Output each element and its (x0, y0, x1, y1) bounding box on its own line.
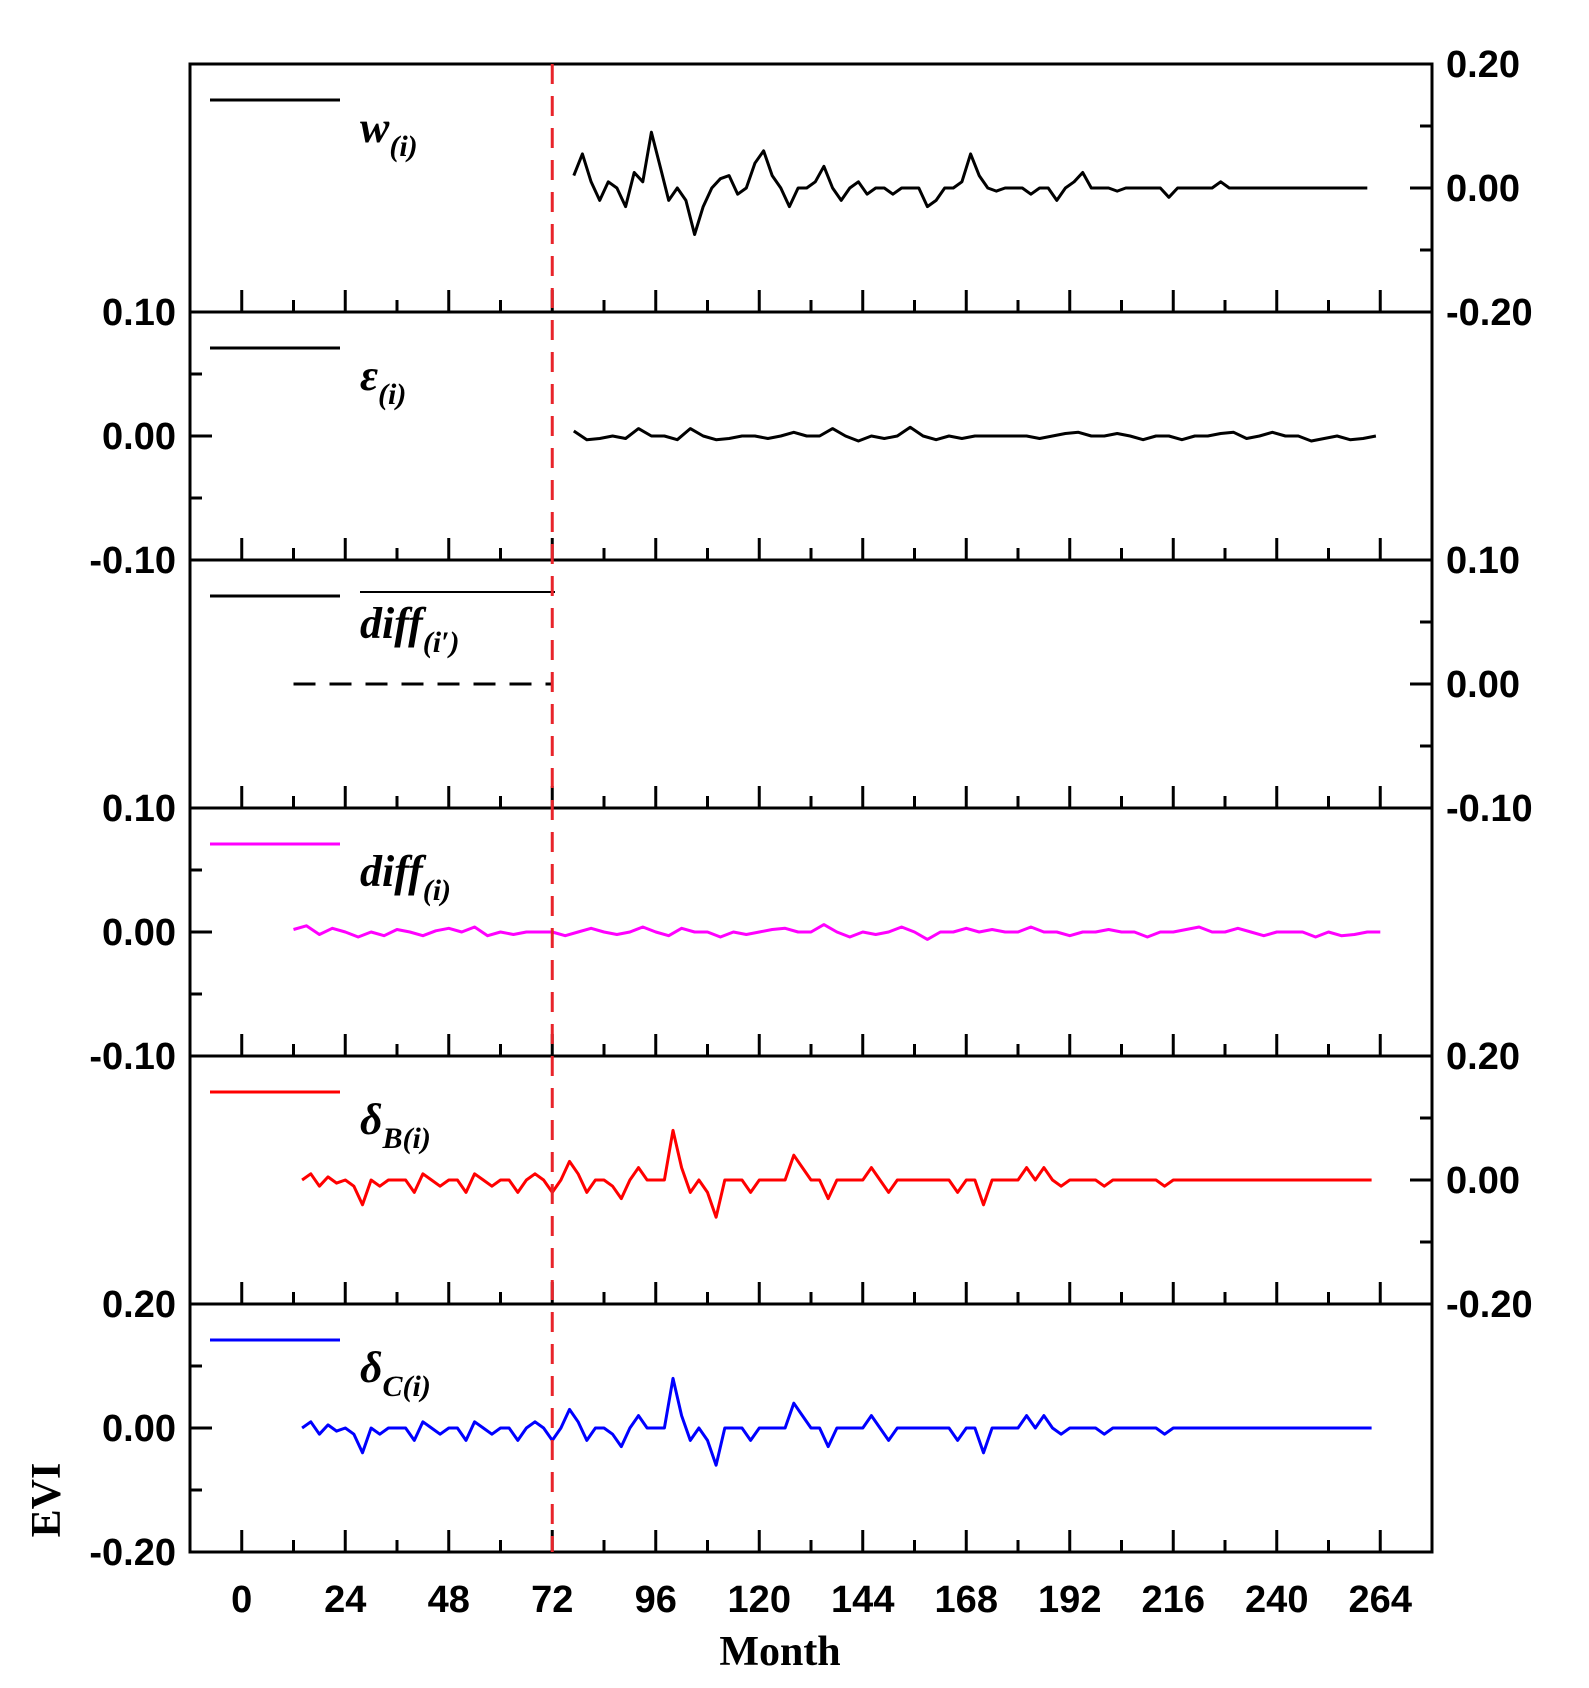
x-tick-label: 168 (935, 1579, 998, 1621)
y-tick-label-diff: 0.10 (102, 788, 176, 830)
y-tick-label-delta_c: 0.00 (102, 1408, 176, 1450)
panel-diff: 0.10 0.00 -0.10 diff(i) (89, 788, 1434, 1078)
legend-label-w: w(i) (360, 103, 418, 163)
legend-label-delta_c: δC(i) (360, 1343, 431, 1403)
y-tick-label-diff_bar: 0.00 (1446, 664, 1520, 706)
x-tick-label: 72 (531, 1579, 573, 1621)
series-line-w (572, 130, 1368, 236)
y-tick-label-epsilon: 0.10 (102, 292, 176, 334)
series-line-delta_b (301, 1128, 1372, 1219)
x-tick-label: 0 (231, 1579, 252, 1621)
y-axis-title: EVI (24, 1463, 70, 1538)
y-tick-label-epsilon: 0.00 (102, 416, 176, 458)
y-tick-label-diff: -0.10 (89, 1036, 176, 1078)
panel-w: 0.20 0.00 -0.20 w(i) (188, 44, 1533, 334)
x-tick-label: 96 (635, 1579, 677, 1621)
panel-diff_bar: 0.10 0.00 -0.10 diff(i′) (188, 540, 1533, 830)
y-tick-label-diff_bar: 0.10 (1446, 540, 1520, 582)
y-tick-label-delta_c: 0.20 (102, 1284, 176, 1326)
x-tick-label: 216 (1142, 1579, 1205, 1621)
x-tick-label: 48 (428, 1579, 470, 1621)
x-axis-title: Month (719, 1629, 840, 1675)
panel-epsilon: 0.10 0.00 -0.10 ε(i) (89, 292, 1434, 582)
panel-delta_c: 0.20 0.00 -0.20 δC(i) (89, 1284, 1434, 1574)
y-tick-label-diff_bar: -0.10 (1446, 788, 1533, 830)
legend-label-delta_b: δB(i) (360, 1095, 431, 1155)
x-tick-label: 264 (1349, 1579, 1412, 1621)
series-line-delta_c (301, 1376, 1372, 1467)
y-tick-label-diff: 0.00 (102, 912, 176, 954)
y-tick-label-epsilon: -0.10 (89, 540, 176, 582)
x-tick-label: 240 (1245, 1579, 1308, 1621)
y-tick-label-w: 0.00 (1446, 168, 1520, 210)
legend-label-diff: diff(i) (360, 847, 451, 907)
legend-label-diff_bar: diff(i′) (360, 599, 460, 659)
x-axis: 0 24 48 72 96 120 144 168 192 216 240 264 (231, 1579, 1412, 1621)
x-tick-label: 24 (324, 1579, 366, 1621)
y-tick-label-delta_b: 0.20 (1446, 1036, 1520, 1078)
series-line-diff (293, 923, 1381, 941)
legend-label-epsilon: ε(i) (360, 351, 406, 411)
x-tick-label: 120 (728, 1579, 791, 1621)
panel-delta_b: 0.20 0.00 -0.20 δB(i) (188, 1036, 1533, 1326)
y-tick-label-delta_b: -0.20 (1446, 1284, 1533, 1326)
x-tick-label: 144 (831, 1579, 894, 1621)
y-tick-label-delta_c: -0.20 (89, 1532, 176, 1574)
y-tick-label-w: 0.20 (1446, 44, 1520, 86)
panels-layer: 0.200.00-0.20w(i)0.100.00-0.10ε(i)0.100.… (89, 44, 1532, 1574)
y-tick-label-w: -0.20 (1446, 292, 1533, 334)
series-line-epsilon (572, 425, 1377, 443)
x-tick-label: 192 (1038, 1579, 1101, 1621)
y-tick-label-delta_b: 0.00 (1446, 1160, 1520, 1202)
